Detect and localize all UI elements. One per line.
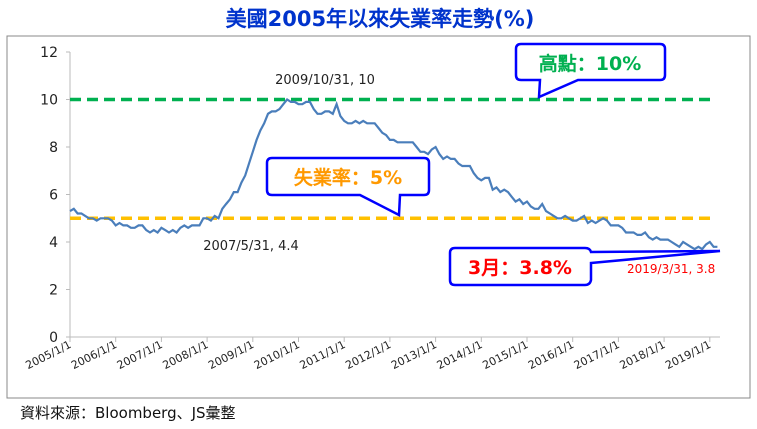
- callout-latest: 3月：3.8%: [448, 246, 721, 287]
- chart-title: 美國2005年以來失業率走勢(%): [226, 7, 535, 31]
- source-footer: 資料來源：Bloomberg、JS彙整: [20, 404, 236, 422]
- callout-latest-text: 3月：3.8%: [468, 257, 572, 279]
- data-label-latest: 2019/3/31, 3.8: [627, 262, 715, 276]
- callout-high: 高點：10%: [514, 42, 667, 99]
- series-line-unemployment: [69, 98, 718, 251]
- y-tick-label: 4: [49, 235, 58, 251]
- callout-high-text: 高點：10%: [539, 52, 641, 75]
- y-tick-label: 8: [49, 140, 58, 156]
- y-tick-label: 0: [49, 330, 58, 346]
- data-label-low: 2007/5/31, 4.4: [203, 239, 299, 254]
- y-tick-label: 10: [40, 93, 58, 109]
- y-tick-label: 12: [40, 45, 58, 61]
- callout-natural-rate: 失業率：5%: [265, 156, 431, 217]
- data-label-peak: 2009/10/31, 10: [275, 73, 375, 88]
- y-tick-label: 2: [49, 283, 58, 299]
- y-tick-label: 6: [49, 188, 58, 204]
- reference-lines: [70, 97, 713, 220]
- callout-natural-rate-text: 失業率：5%: [294, 166, 402, 189]
